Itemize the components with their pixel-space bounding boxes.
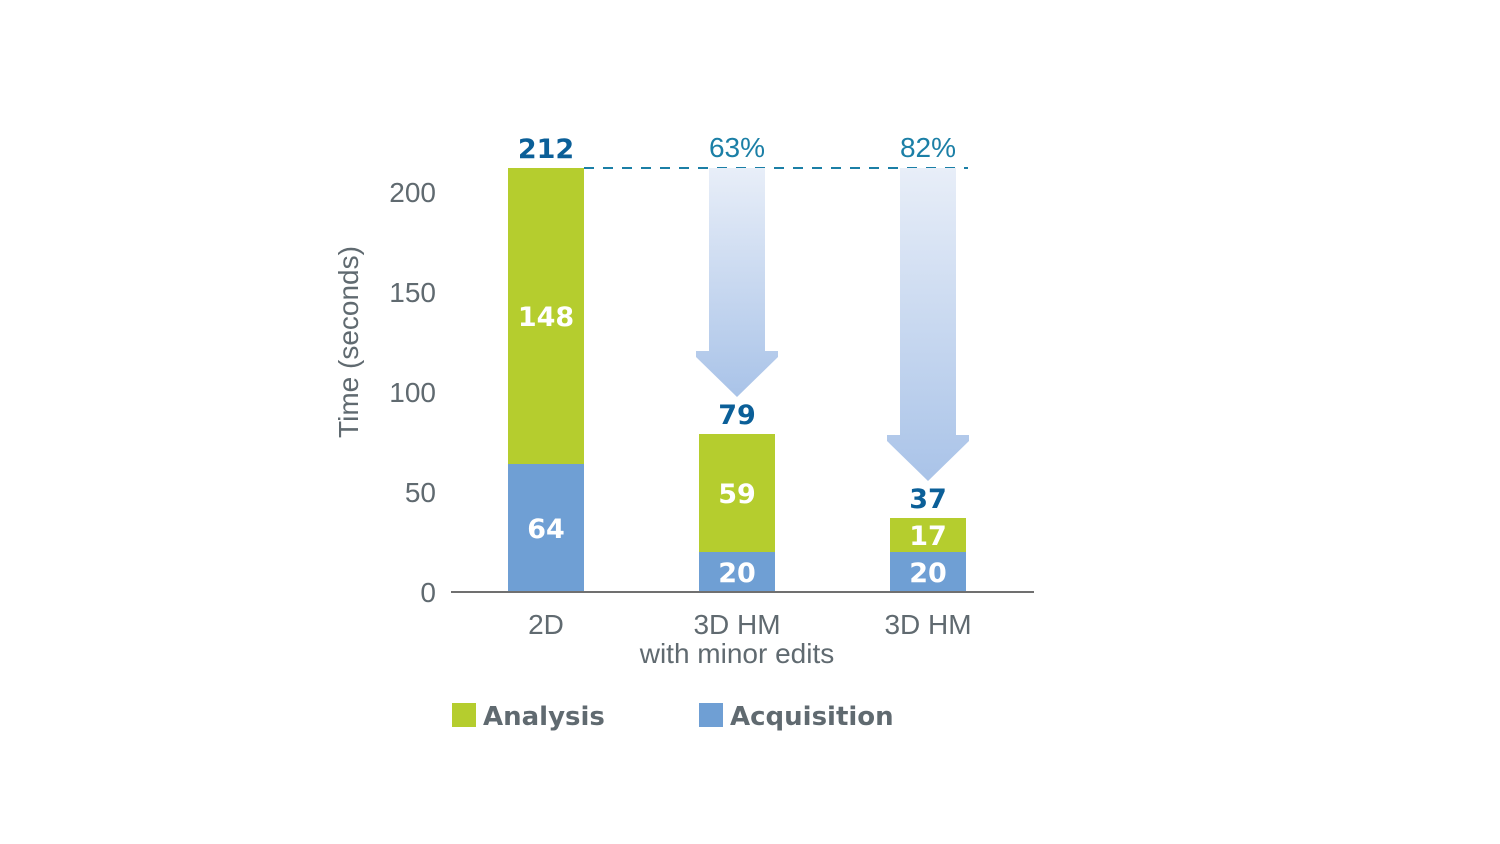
legend-swatch-acquisition bbox=[699, 703, 723, 727]
reduction-arrows bbox=[584, 167, 969, 481]
reduction-percent-label: 82% bbox=[900, 132, 956, 163]
data-labels: 64 148 212 20 59 79 20 17 37 63% 82% bbox=[518, 132, 956, 589]
legend: Analysis Acquisition bbox=[452, 702, 894, 732]
y-tick-label: 0 bbox=[420, 577, 436, 608]
x-category-label: 3D HM bbox=[693, 609, 780, 640]
total-value-label: 212 bbox=[518, 134, 574, 165]
x-category-label: 3D HM bbox=[884, 609, 971, 640]
y-axis-title: Time (seconds) bbox=[333, 246, 364, 438]
bar-segment-acquisition bbox=[890, 552, 966, 592]
y-tick-label: 100 bbox=[389, 377, 436, 408]
bar-segment-acquisition bbox=[508, 464, 584, 592]
segment-value-label: 20 bbox=[909, 558, 947, 589]
x-category-sublabel: with minor edits bbox=[639, 638, 835, 669]
segment-value-label: 20 bbox=[718, 558, 756, 589]
bars bbox=[508, 168, 966, 592]
segment-value-label: 59 bbox=[718, 479, 756, 510]
total-value-label: 79 bbox=[718, 400, 756, 431]
segment-value-label: 64 bbox=[527, 514, 565, 545]
segment-value-label: 17 bbox=[909, 521, 947, 552]
legend-swatch-analysis bbox=[452, 703, 476, 727]
bar-segment-analysis bbox=[699, 434, 775, 552]
y-tick-label: 150 bbox=[389, 277, 436, 308]
total-value-label: 37 bbox=[909, 484, 947, 515]
bar-segment-analysis bbox=[508, 168, 584, 464]
y-tick-label: 50 bbox=[405, 477, 436, 508]
x-category-label: 2D bbox=[528, 609, 564, 640]
segment-value-label: 148 bbox=[518, 302, 574, 333]
y-tick-label: 200 bbox=[389, 177, 436, 208]
bar-segment-acquisition bbox=[699, 552, 775, 592]
bar-segment-analysis bbox=[890, 518, 966, 552]
reduction-percent-label: 63% bbox=[709, 132, 765, 163]
reduction-arrow bbox=[696, 168, 778, 397]
legend-label-analysis: Analysis bbox=[483, 702, 605, 732]
legend-label-acquisition: Acquisition bbox=[730, 702, 894, 732]
reduction-arrow bbox=[887, 168, 969, 481]
